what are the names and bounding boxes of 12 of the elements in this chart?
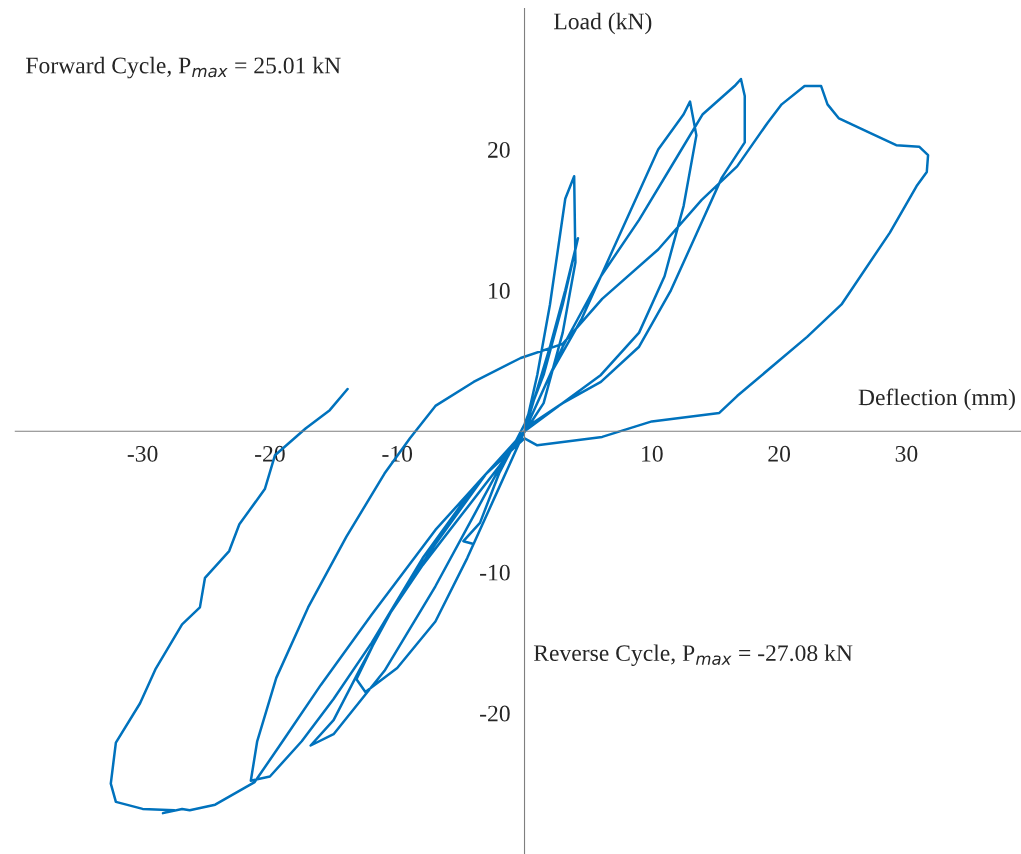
x-axis-title: Deflection (mm)	[858, 388, 1015, 411]
x-tick-label: -30	[127, 445, 158, 462]
y-tick-label: -10	[480, 564, 510, 581]
annotation: Forward Cycle, P$_{max}$ = 25.01 kN	[26, 56, 341, 79]
y-axis-title: Load (kN)	[554, 12, 652, 35]
y-tick-label: 10	[489, 282, 510, 299]
annotation: Reverse Cycle, P$_{max}$ = -27.08 kN	[533, 644, 853, 666]
x-tick-label: 30	[895, 445, 918, 462]
y-tick-label: 20	[488, 141, 510, 158]
y-tick-label: -20	[480, 705, 510, 722]
x-tick-label: 10	[642, 445, 663, 462]
x-tick-label: 20	[768, 445, 791, 462]
